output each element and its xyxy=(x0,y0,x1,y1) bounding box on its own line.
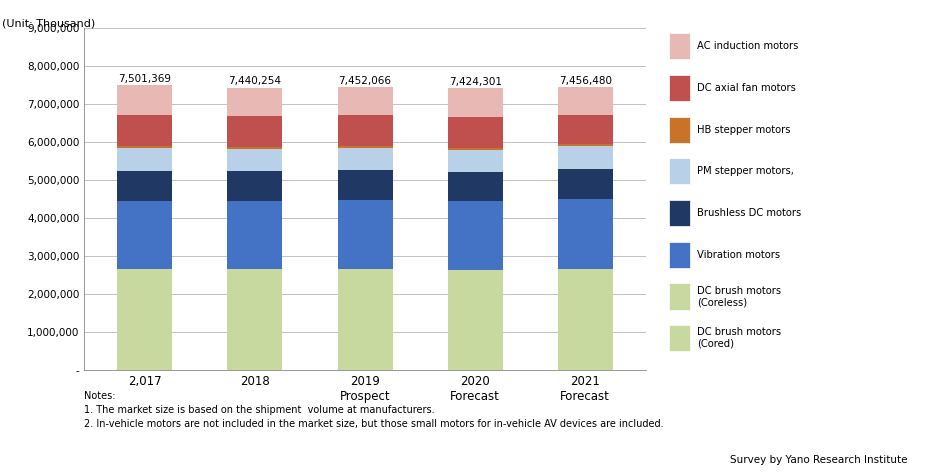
Bar xyxy=(227,149,283,172)
Text: 7,424,301: 7,424,301 xyxy=(448,77,502,87)
Text: Vibration motors: Vibration motors xyxy=(697,250,781,260)
Bar xyxy=(338,310,392,370)
Bar xyxy=(447,201,503,270)
Bar xyxy=(558,310,613,370)
Bar xyxy=(558,87,613,115)
Text: HB stepper motors: HB stepper motors xyxy=(697,125,791,135)
Bar xyxy=(117,201,172,269)
Text: DC brush motors
(Coreless): DC brush motors (Coreless) xyxy=(697,286,782,307)
Bar xyxy=(558,169,613,199)
Text: AC induction motors: AC induction motors xyxy=(697,41,798,51)
Text: Brushless DC motors: Brushless DC motors xyxy=(697,208,801,218)
Text: DC brush motors
(Cored): DC brush motors (Cored) xyxy=(697,328,782,349)
Bar xyxy=(338,148,392,170)
Bar xyxy=(227,147,283,149)
Text: 1. The market size is based on the shipment  volume at manufacturers.: 1. The market size is based on the shipm… xyxy=(84,405,435,415)
Bar xyxy=(117,85,172,115)
Bar xyxy=(338,200,392,269)
Bar xyxy=(447,270,503,311)
Bar xyxy=(558,199,613,269)
Text: 7,456,480: 7,456,480 xyxy=(559,76,612,86)
Bar xyxy=(117,269,172,310)
Bar xyxy=(447,148,503,150)
Bar xyxy=(227,269,283,310)
Bar xyxy=(447,150,503,172)
Text: 7,440,254: 7,440,254 xyxy=(228,76,282,86)
Bar xyxy=(227,116,283,147)
Bar xyxy=(447,88,503,117)
Text: PM stepper motors,: PM stepper motors, xyxy=(697,166,794,176)
Bar xyxy=(558,269,613,310)
Bar xyxy=(338,146,392,148)
Bar xyxy=(558,144,613,146)
Bar xyxy=(227,310,283,370)
Bar xyxy=(447,117,503,148)
Bar xyxy=(338,115,392,146)
Text: 7,452,066: 7,452,066 xyxy=(339,76,391,86)
Text: Notes:: Notes: xyxy=(84,391,116,401)
Bar xyxy=(338,87,392,115)
Bar xyxy=(227,201,283,269)
Bar xyxy=(117,148,172,171)
Bar xyxy=(227,172,283,201)
Bar xyxy=(447,311,503,370)
Bar xyxy=(558,146,613,169)
Bar xyxy=(338,170,392,200)
Bar xyxy=(117,146,172,148)
Text: 2. In-vehicle motors are not included in the market size, but those small motors: 2. In-vehicle motors are not included in… xyxy=(84,419,664,429)
Bar xyxy=(227,88,283,116)
Bar xyxy=(447,172,503,201)
Bar xyxy=(117,171,172,201)
Text: 7,501,369: 7,501,369 xyxy=(118,74,171,84)
Bar xyxy=(558,115,613,144)
Text: Survey by Yano Research Institute: Survey by Yano Research Institute xyxy=(730,455,908,465)
Text: (Unit: Thousand): (Unit: Thousand) xyxy=(2,19,95,29)
Bar xyxy=(117,310,172,370)
Bar xyxy=(338,269,392,310)
Text: DC axial fan motors: DC axial fan motors xyxy=(697,83,797,93)
Bar xyxy=(117,115,172,146)
